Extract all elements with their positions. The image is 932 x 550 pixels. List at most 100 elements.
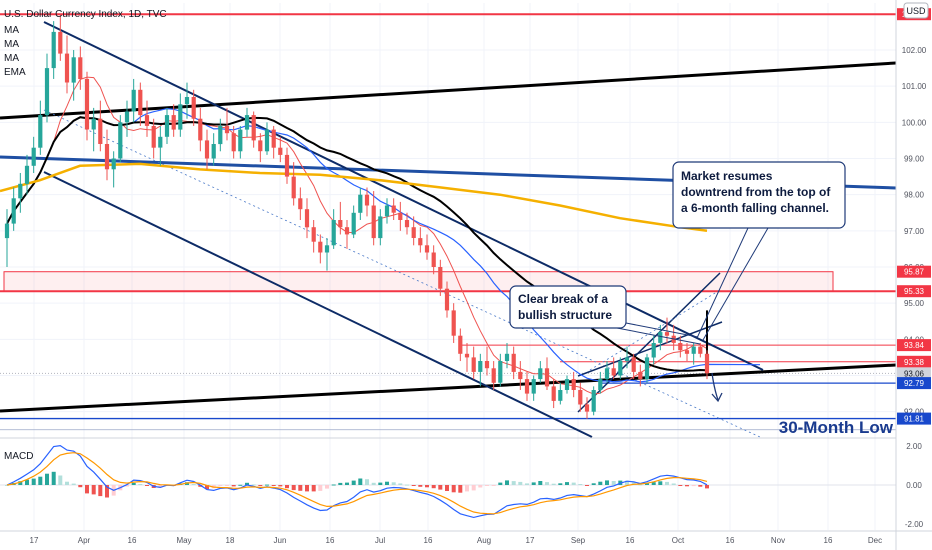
candle-body-4 [31, 147, 36, 166]
macd-histogram-bar-75 [505, 480, 509, 485]
candle-body-82 [551, 386, 556, 401]
ma-100-line [6, 116, 708, 372]
macd-histogram-bar-57 [385, 481, 389, 485]
price-tick-label-4: 99.00 [904, 155, 925, 164]
macd-histogram-bar-93 [625, 480, 629, 485]
falling-channel-lower [43, 171, 593, 438]
price-level-label-5: 93.06 [904, 369, 925, 378]
candle-body-5 [38, 115, 43, 148]
candle-body-66 [444, 288, 450, 311]
candle-body-44 [298, 198, 303, 210]
time-tick-label-13: Oct [672, 536, 685, 545]
macd-histogram-bar-69 [465, 485, 469, 492]
annotations [616, 227, 769, 403]
price-tick-label-11: 92.00 [904, 408, 925, 417]
macd-histogram-bar-14 [98, 485, 103, 497]
candle-body-99 [664, 332, 670, 336]
candle-body-55 [371, 205, 376, 239]
time-tick-label-3: May [176, 536, 191, 545]
candle-body-58 [391, 205, 396, 213]
callout-downtrend-box [672, 161, 846, 229]
macd-histogram-bar-54 [365, 479, 369, 485]
candle-body-75 [504, 353, 510, 361]
candle-body-41 [278, 147, 283, 155]
macd-histogram-bar-83 [558, 483, 563, 485]
macd-histogram-bar-41 [278, 485, 283, 487]
indicator-label-ema[interactable]: EMA [4, 67, 26, 78]
indicator-label-ma-2[interactable]: MA [4, 39, 19, 50]
macd-histogram-bar-103 [691, 485, 696, 487]
currency-badge[interactable] [903, 2, 929, 19]
time-tick-label-5: Jun [274, 536, 287, 545]
candle-body-59 [398, 212, 403, 220]
price-level-label-3: 93.84 [904, 341, 925, 350]
candle-body-79 [531, 379, 536, 394]
macd-histogram-bar-37 [251, 484, 256, 486]
candle-body-10 [71, 57, 76, 83]
candle-body-57 [384, 205, 390, 217]
price-level-badge-2 [897, 285, 931, 298]
price-level-label-2: 95.33 [904, 287, 925, 296]
thirty-month-low-label: 30-Month Low [779, 418, 894, 437]
candle-body-22 [151, 126, 156, 148]
callout-downtrend-line-1: Market resumes [681, 169, 773, 183]
candle-body-51 [344, 227, 350, 235]
time-tick-label-7: Jul [375, 536, 385, 545]
candle-body-43 [291, 176, 296, 199]
price-level-label-7: 91.81 [904, 415, 925, 424]
trendline-upper-black [0, 61, 897, 120]
time-tick-label-14: 16 [726, 536, 735, 545]
callout-downtrend: Market resumes downtrend from the top of… [672, 161, 846, 229]
rising-channel-upper [577, 321, 723, 377]
macd-histogram-bar-68 [458, 485, 463, 493]
macd-histogram-bar-61 [411, 485, 416, 486]
macd-histogram-bar-84 [565, 482, 569, 485]
candle-body-96 [644, 357, 650, 380]
candle-body-23 [158, 136, 163, 148]
candle-body-84 [564, 379, 570, 390]
macd-histogram-bar-48 [325, 485, 329, 489]
macd-histogram-bar-62 [418, 485, 423, 487]
candle-body-77 [518, 371, 523, 380]
candle-body-101 [678, 343, 683, 351]
macd-histogram-bar-10 [71, 483, 76, 485]
macd-histogram-bar-2 [18, 481, 23, 485]
candle-body-80 [538, 368, 543, 380]
indicator-label-ma-1[interactable]: MA [4, 25, 19, 36]
candle-body-103 [691, 346, 696, 354]
candle-body-16 [111, 158, 116, 170]
candle-body-87 [584, 404, 590, 412]
candle-body-12 [84, 78, 90, 130]
grid [0, 3, 896, 530]
macd-histogram-bar-42 [285, 485, 289, 489]
macd-histogram-bar-74 [498, 482, 503, 485]
candle-body-90 [604, 368, 610, 380]
candle-body-9 [64, 53, 70, 83]
price-tick-label-2: 101.00 [902, 82, 927, 91]
candle-body-28 [191, 97, 196, 119]
macd-histogram-bar-58 [391, 482, 396, 485]
macd-histogram-bar-99 [665, 481, 669, 485]
macd-histogram-bar-60 [405, 484, 409, 486]
macd-histogram-bar-23 [158, 485, 163, 488]
candle-body-89 [598, 379, 603, 390]
candle-body-37 [251, 115, 256, 141]
macd-histogram-bar-101 [678, 485, 683, 486]
price-level-badge-5 [897, 367, 931, 380]
candle-body-68 [458, 335, 463, 354]
candle-body-31 [211, 144, 216, 159]
macd-histogram-bar-100 [671, 483, 676, 485]
macd-histogram-bar-50 [338, 482, 343, 485]
candle-body-81 [544, 368, 550, 387]
candle-body-105 [704, 353, 710, 374]
indicator-label-ma-3[interactable]: MA [4, 53, 19, 64]
macd-histogram-bar-82 [551, 483, 556, 485]
candle-body-72 [484, 361, 490, 369]
time-tick-label-4: 18 [226, 536, 235, 545]
candle-body-52 [351, 212, 356, 235]
macd-histogram-bar-96 [645, 483, 649, 485]
candle-body-98 [658, 332, 663, 343]
price-level-badge-1 [897, 265, 931, 278]
